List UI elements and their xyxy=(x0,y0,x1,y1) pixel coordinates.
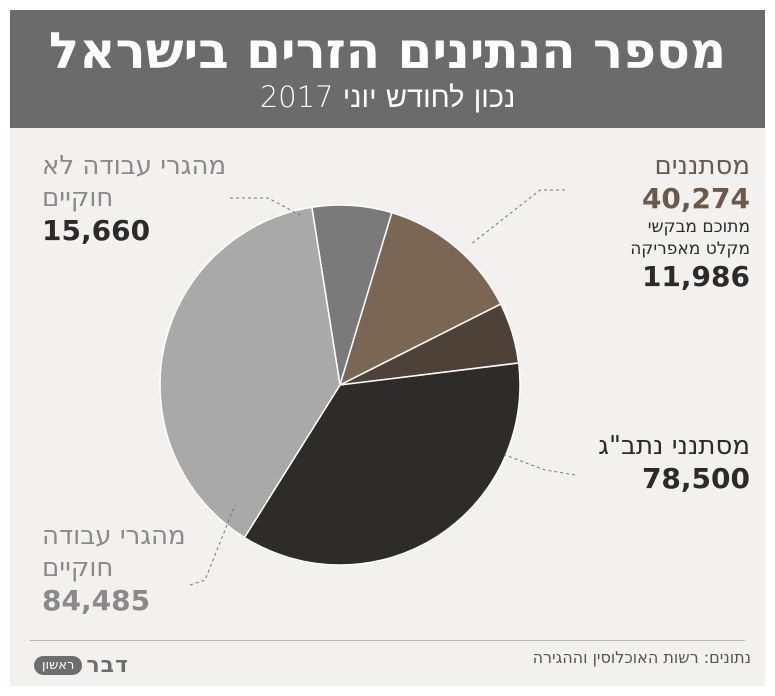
header-banner: מספר הנתינים הזרים בישראל נכון לחודש יונ… xyxy=(10,10,765,128)
source-note: נתונים: רשות האוכלוסין וההגירה xyxy=(532,648,751,667)
label-legal-workers: מהגרי עבודה חוקיים 84,485 xyxy=(42,520,242,618)
legal-workers-value: 84,485 xyxy=(42,584,151,617)
asylum-africa-value: 11,986 xyxy=(641,260,750,293)
label-asylum-seekers: מסתננים 40,274 מתוכם מבקשי מקלט מאפריקה … xyxy=(550,150,750,294)
pie-slice-4 xyxy=(159,206,341,539)
chart-title: מספר הנתינים הזרים בישראל xyxy=(48,22,727,80)
ben-g-value: 78,500 xyxy=(641,462,750,495)
leader-lines xyxy=(189,189,576,586)
leader-illegal-workers xyxy=(230,197,301,216)
asylum-africa-line2: מקלט מאפריקה xyxy=(630,239,750,259)
label-ben-g: מסתנני נתב"ג 78,500 xyxy=(550,430,750,496)
illegal-workers-value: 15,660 xyxy=(42,214,151,247)
chart-subtitle: נכון לחודש יוני 2017 xyxy=(259,80,516,114)
legal-workers-name-line2: חוקיים xyxy=(42,553,114,583)
pie-slice-3 xyxy=(243,362,521,566)
pie-slices xyxy=(159,204,521,566)
illegal-workers-name: מהגרי עבודה לא חוקיים xyxy=(42,151,227,213)
footer-divider xyxy=(30,640,745,641)
infographic-frame: מספר הנתינים הזרים בישראל נכון לחודש יונ… xyxy=(10,10,765,686)
label-illegal-workers: מהגרי עבודה לא חוקיים 15,660 xyxy=(42,150,297,248)
leader-asylum-seekers xyxy=(469,189,565,246)
logo-pill: ראשון xyxy=(34,655,83,675)
ben-g-name: מסתנני נתב"ג xyxy=(598,431,750,461)
asylum-seekers-name: מסתננים xyxy=(654,151,750,181)
legal-workers-name-line1: מהגרי עבודה xyxy=(42,521,186,551)
asylum-seekers-value: 40,274 xyxy=(641,182,750,215)
publisher-logo: ראשון דבר xyxy=(34,652,129,678)
logo-word: דבר xyxy=(86,652,129,678)
leader-ben-g xyxy=(504,454,576,476)
pie-slice-1 xyxy=(338,211,502,387)
asylum-africa-line1: מתוכם מבקשי xyxy=(647,217,750,237)
